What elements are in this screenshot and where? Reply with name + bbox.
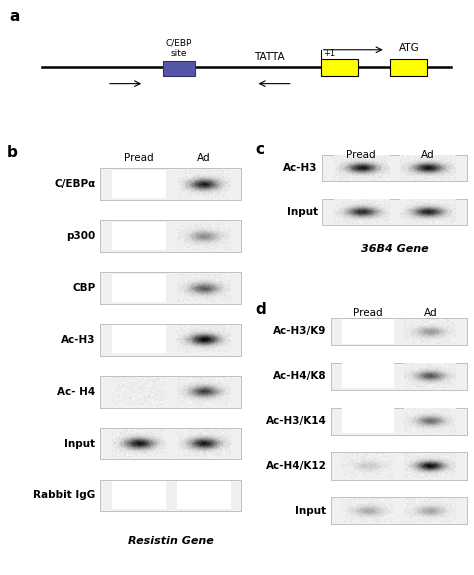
- Text: TATTA: TATTA: [254, 52, 285, 62]
- Text: Ad: Ad: [423, 308, 437, 319]
- Bar: [331, 497, 467, 524]
- Bar: [100, 324, 241, 355]
- Text: CBP: CBP: [73, 283, 96, 293]
- Bar: [320, 59, 358, 76]
- Bar: [331, 453, 467, 480]
- Text: a: a: [9, 9, 20, 24]
- Text: Pread: Pread: [353, 308, 383, 319]
- Text: Ad: Ad: [197, 153, 210, 163]
- Bar: [331, 363, 467, 390]
- Text: c: c: [255, 142, 264, 157]
- Text: Input: Input: [64, 439, 96, 449]
- Text: +1: +1: [323, 49, 335, 58]
- Text: Ac- H4: Ac- H4: [57, 386, 96, 397]
- Text: C/EBPα: C/EBPα: [55, 179, 96, 189]
- Text: d: d: [255, 302, 266, 317]
- Text: Ac-H3: Ac-H3: [61, 335, 96, 345]
- Text: b: b: [7, 144, 18, 160]
- Bar: [100, 272, 241, 304]
- Text: Ac-H3/K9: Ac-H3/K9: [273, 327, 327, 336]
- Text: Input: Input: [295, 506, 327, 516]
- Text: Pread: Pread: [346, 150, 376, 160]
- Text: Ac-H3: Ac-H3: [283, 163, 318, 173]
- Text: Pread: Pread: [124, 153, 153, 163]
- Bar: [322, 199, 467, 225]
- Text: 36B4 Gene: 36B4 Gene: [361, 244, 428, 254]
- Text: C/EBP
site: C/EBP site: [166, 39, 192, 58]
- Text: Resistin Gene: Resistin Gene: [128, 536, 214, 546]
- Text: Ac-H4/K8: Ac-H4/K8: [273, 371, 327, 381]
- Text: Ad: Ad: [421, 150, 435, 160]
- Bar: [100, 480, 241, 511]
- Text: Ac-H3/K14: Ac-H3/K14: [265, 416, 327, 426]
- Bar: [331, 408, 467, 435]
- Bar: [163, 61, 195, 76]
- Bar: [322, 155, 467, 181]
- Bar: [100, 220, 241, 252]
- Text: Ac-H4/K12: Ac-H4/K12: [265, 461, 327, 471]
- Bar: [390, 59, 428, 76]
- Bar: [100, 428, 241, 459]
- Bar: [100, 376, 241, 408]
- Text: ATG: ATG: [399, 43, 419, 53]
- Text: p300: p300: [66, 231, 96, 241]
- Bar: [331, 318, 467, 345]
- Text: Input: Input: [287, 207, 318, 217]
- Bar: [100, 168, 241, 200]
- Text: Rabbit IgG: Rabbit IgG: [33, 490, 96, 500]
